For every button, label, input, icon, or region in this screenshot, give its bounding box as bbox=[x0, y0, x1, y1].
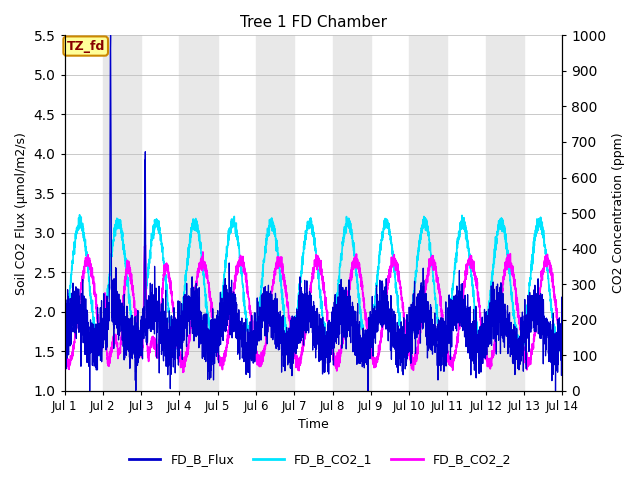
Text: TZ_fd: TZ_fd bbox=[67, 39, 105, 52]
Bar bbox=[103, 36, 141, 391]
Y-axis label: Soil CO2 Flux (μmol/m2/s): Soil CO2 Flux (μmol/m2/s) bbox=[15, 132, 28, 295]
X-axis label: Time: Time bbox=[298, 419, 329, 432]
Bar bbox=[409, 36, 447, 391]
Bar bbox=[486, 36, 524, 391]
Legend: FD_B_Flux, FD_B_CO2_1, FD_B_CO2_2: FD_B_Flux, FD_B_CO2_1, FD_B_CO2_2 bbox=[124, 448, 516, 471]
Bar bbox=[179, 36, 218, 391]
Y-axis label: CO2 Concentration (ppm): CO2 Concentration (ppm) bbox=[612, 133, 625, 293]
Bar bbox=[563, 36, 600, 391]
Bar bbox=[256, 36, 294, 391]
Bar bbox=[333, 36, 371, 391]
Title: Tree 1 FD Chamber: Tree 1 FD Chamber bbox=[240, 15, 387, 30]
